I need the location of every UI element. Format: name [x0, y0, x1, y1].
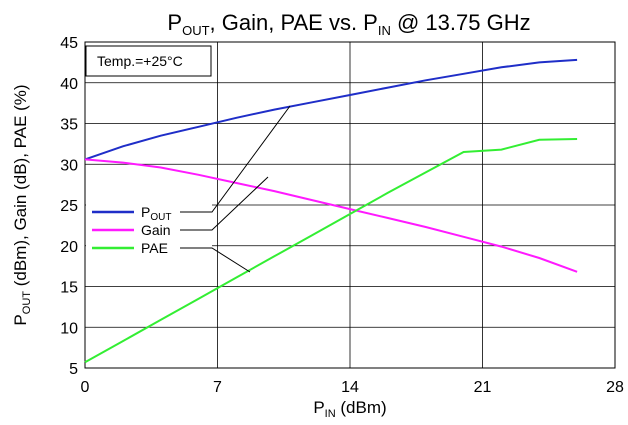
y-tick-label: 10 — [60, 320, 78, 337]
x-tick-label: 0 — [81, 379, 90, 396]
legend-leader-lines — [180, 105, 291, 273]
y-tick-label: 40 — [60, 76, 78, 93]
grid — [85, 42, 615, 368]
series-line-pae — [84, 138, 578, 364]
x-tick-label: 7 — [213, 379, 222, 396]
annotation-text: Temp.=+25°C — [97, 53, 183, 69]
legend-label: Gain — [141, 222, 171, 238]
leader-pout — [180, 105, 291, 213]
y-tick-label: 25 — [60, 198, 78, 215]
chart-title: POUT, Gain, PAE vs. PIN @ 13.75 GHz — [167, 10, 530, 38]
y-axis-label: POUT (dBm), Gain (dB), PAE (%) — [11, 84, 33, 325]
leader-pae — [180, 247, 251, 273]
x-axis-label: PIN (dBm) — [313, 398, 386, 420]
x-tick-label: 28 — [606, 379, 624, 396]
x-tick-label: 21 — [474, 379, 492, 396]
y-tick-label: 35 — [60, 117, 78, 134]
y-tick-label: 20 — [60, 239, 78, 256]
series-line-pout — [84, 58, 578, 161]
y-tick-label: 15 — [60, 280, 78, 297]
y-tick-labels: 5 10 15 20 25 30 35 40 45 — [60, 35, 78, 378]
y-tick-label: 30 — [60, 157, 78, 174]
x-tick-labels: 0 7 14 21 28 — [81, 379, 624, 396]
legend-label: PAE — [141, 240, 168, 256]
y-tick-label: 5 — [69, 361, 78, 378]
series-line-gain — [84, 158, 578, 273]
y-tick-label: 45 — [60, 35, 78, 52]
annotation-box — [85, 45, 212, 77]
leader-gain — [180, 176, 269, 231]
series-lines — [84, 58, 578, 364]
legend-label: POUT — [141, 204, 171, 223]
x-tick-label: 14 — [341, 379, 359, 396]
